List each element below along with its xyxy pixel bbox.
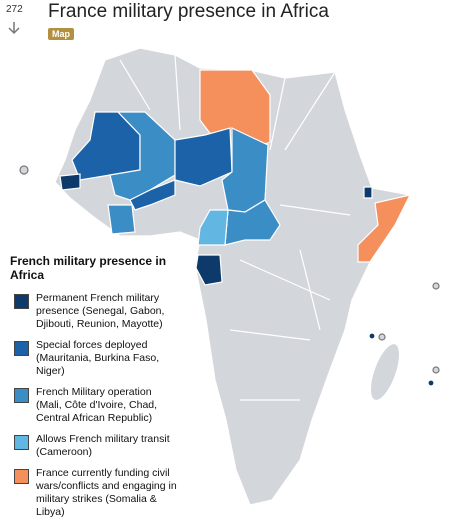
legend-swatch [14, 435, 29, 450]
island [432, 282, 440, 290]
download-icon[interactable] [6, 20, 22, 36]
reunion [427, 379, 435, 387]
legend-label: Allows French military transit (Cameroon… [36, 433, 170, 458]
island [378, 333, 386, 341]
title: France military presence in Africa [48, 1, 329, 22]
cameroon [197, 209, 229, 246]
cote-divoire [107, 204, 136, 235]
legend-swatch [14, 341, 29, 356]
legend-swatch [14, 294, 29, 309]
island [19, 165, 29, 175]
tag[interactable]: Map [48, 28, 74, 40]
legend-label: France currently funding civil wars/conf… [36, 467, 177, 518]
car [224, 199, 281, 246]
gabon [195, 254, 223, 286]
legend-item: Permanent French military presence (Sene… [10, 292, 180, 331]
senegal [59, 173, 81, 191]
page: {"header": {"count": "272", "title": "Fr… [6, 1, 440, 518]
legend-swatch [14, 388, 29, 403]
legend-item: French Military operation (Mali, Côte d'… [10, 386, 180, 425]
legend-label: Permanent French military presence (Sene… [36, 292, 165, 330]
legend-item: France currently funding civil wars/conf… [10, 467, 180, 519]
madagascar [369, 342, 401, 402]
legend: French military presence in Africa Perma… [8, 250, 182, 531]
legend-item: Special forces deployed (Mauritania, Bur… [10, 339, 180, 378]
legend-title: French military presence in Africa [10, 254, 167, 282]
legend-item: Allows French military transit (Cameroon… [10, 433, 180, 459]
island [432, 366, 440, 374]
count: 272 [6, 4, 23, 15]
somalia [357, 194, 412, 263]
legend-swatch [14, 469, 29, 484]
legend-label: French Military operation (Mali, Côte d'… [36, 386, 158, 424]
mayotte [368, 332, 376, 340]
legend-label: Special forces deployed (Mauritania, Bur… [36, 339, 160, 377]
burkina-faso [129, 179, 176, 211]
djibouti [363, 186, 373, 199]
map [19, 47, 440, 506]
